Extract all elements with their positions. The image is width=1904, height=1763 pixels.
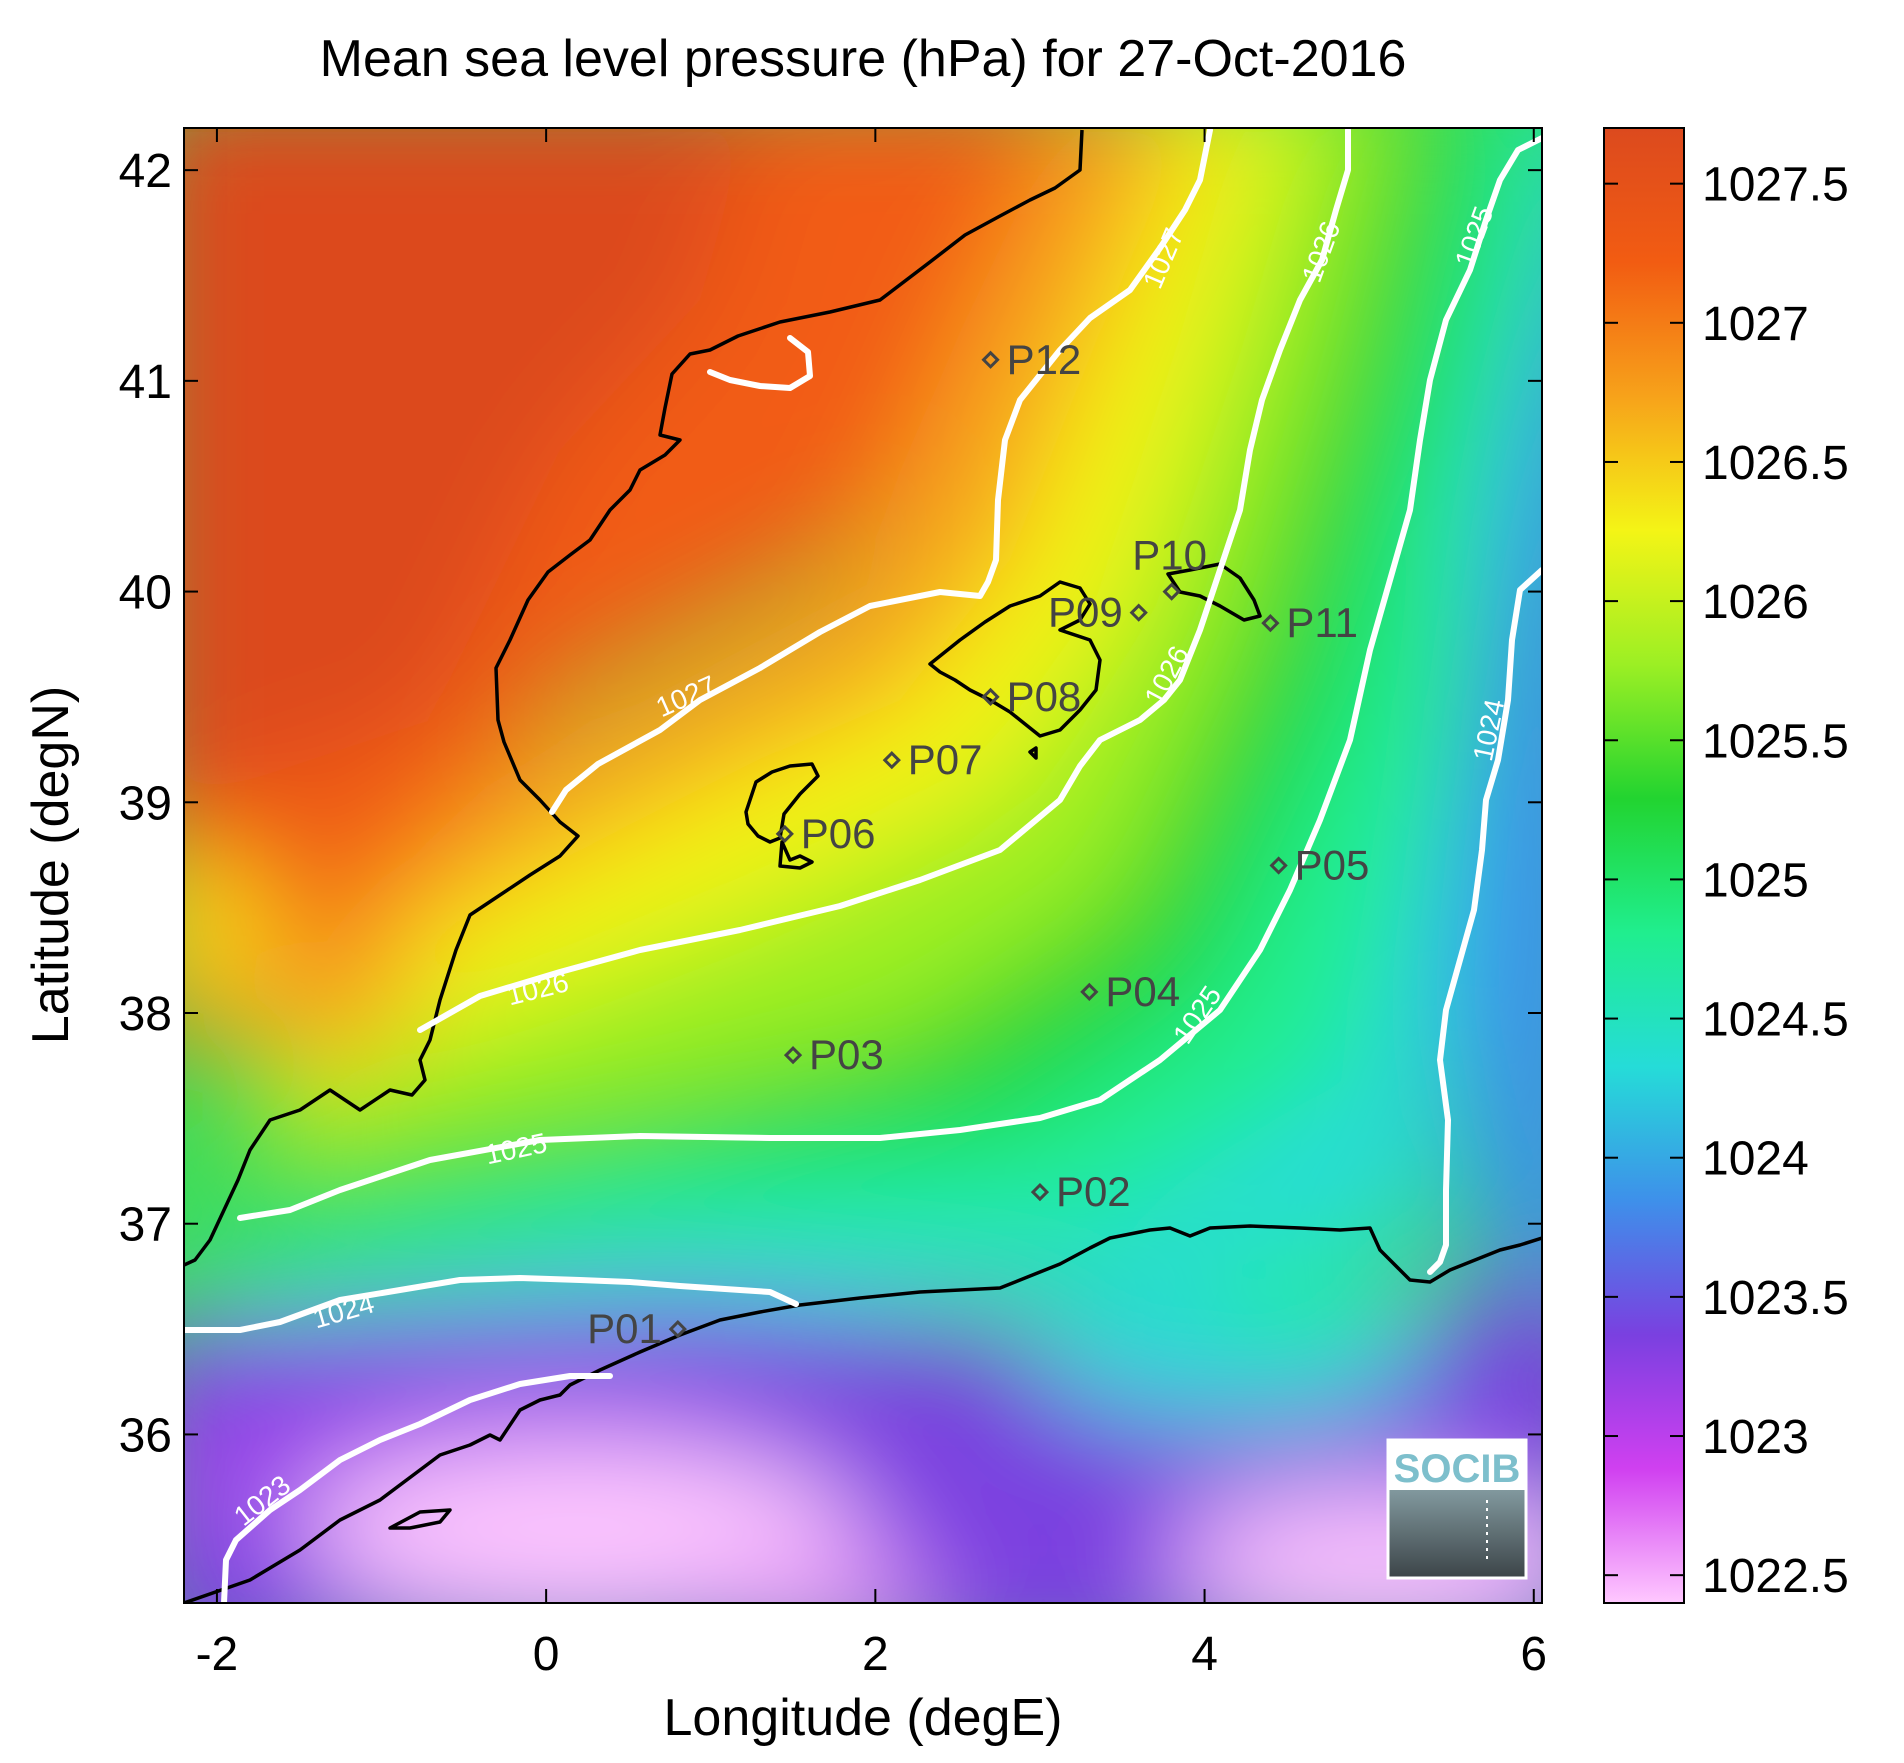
colorbar: 1027.5 1027 1026.5 1026 1025.5 1025 1024.5 1024… xyxy=(1603,127,1849,1604)
x-tick-label: 0 xyxy=(533,1628,560,1681)
station-marker xyxy=(981,350,1000,369)
station-marker xyxy=(1162,582,1181,601)
isobar-1024-east xyxy=(1427,567,1542,1275)
station-marker xyxy=(668,1319,687,1339)
x-tick-label: -2 xyxy=(196,1628,239,1681)
station-marker xyxy=(783,1046,803,1065)
station-marker xyxy=(882,751,901,770)
station-label: P05 xyxy=(1295,842,1370,889)
isobar-1027-north xyxy=(707,335,813,391)
station-label: P09 xyxy=(1048,589,1123,636)
colorbar-tick-label: 1024 xyxy=(1702,1133,1809,1186)
colorbar-tick-label: 1025.5 xyxy=(1702,715,1849,768)
y-tick-label: 41 xyxy=(119,356,172,409)
station-marker xyxy=(981,687,1000,707)
colorbar-tick-label: 1023.5 xyxy=(1702,1272,1849,1325)
pressure-field: 1027 1027 1026 1026 1026 1025 1025 1025 … xyxy=(184,128,1542,1603)
station-label: P07 xyxy=(908,736,983,783)
socib-logo-text: SOCIB xyxy=(1394,1447,1521,1491)
colorbar-scale xyxy=(1603,127,1685,1604)
colorbar-tick-label: 1026 xyxy=(1702,576,1809,629)
station-marker xyxy=(1030,1182,1050,1202)
x-tick-label: 6 xyxy=(1520,1628,1547,1681)
station-label: P06 xyxy=(801,810,876,857)
colorbar-tick-label: 1025 xyxy=(1702,854,1809,907)
y-tick-label: 38 xyxy=(119,988,172,1041)
isobar-1024-south xyxy=(184,1275,799,1333)
isobar-1023-south xyxy=(221,1373,613,1603)
station-marker xyxy=(1129,603,1148,622)
colorbar-ticks: 1027.5 1027 1026.5 1026 1025.5 1025 1024.5 1024… xyxy=(1604,159,1849,1603)
isobar-1027-main xyxy=(549,128,1213,815)
colorbar-tick-label: 1024.5 xyxy=(1702,994,1849,1047)
colorbar-tick-label: 1027.5 xyxy=(1702,159,1849,212)
y-tick-label: 36 xyxy=(119,1409,172,1462)
plot-frame xyxy=(183,127,1543,1604)
x-tick-label: 4 xyxy=(1191,1628,1218,1681)
colorbar-tick-label: 1027 xyxy=(1702,298,1809,351)
station-label: P03 xyxy=(809,1031,884,1078)
station-marker xyxy=(1261,614,1280,633)
y-tick-label: 37 xyxy=(119,1199,172,1252)
isobar-1025-east xyxy=(237,135,1542,1221)
socib-logo: SOCIB xyxy=(1386,1438,1528,1580)
y-tick-label: 40 xyxy=(119,567,172,620)
y-axis-label: Latitude (degN) xyxy=(22,686,80,1044)
station-label: P04 xyxy=(1105,968,1180,1015)
station-marker xyxy=(775,824,794,844)
x-axis-label: Longitude (degE) xyxy=(664,1689,1063,1747)
station-label: P02 xyxy=(1056,1168,1131,1215)
x-tick-label: 2 xyxy=(862,1628,889,1681)
station-marker xyxy=(1080,982,1099,1002)
x-axis: -2 0 2 4 6 xyxy=(196,128,1547,1681)
isobar-1026-east xyxy=(417,128,1351,1033)
station-label: P01 xyxy=(587,1305,662,1352)
station-label: P08 xyxy=(1007,673,1082,720)
y-axis: 42 41 40 39 38 37 36 xyxy=(119,145,1542,1462)
station-marker xyxy=(1269,856,1288,875)
colorbar-tick-label: 1023 xyxy=(1702,1411,1809,1464)
chart-title: Mean sea level pressure (hPa) for 27-Oct… xyxy=(320,30,1407,88)
y-tick-label: 39 xyxy=(119,777,172,830)
colorbar-tick-label: 1026.5 xyxy=(1702,437,1849,490)
y-tick-label: 42 xyxy=(119,145,172,198)
station-label: P11 xyxy=(1286,599,1358,646)
station-label: P12 xyxy=(1007,336,1082,383)
isobars xyxy=(184,128,1542,1603)
station-label: P10 xyxy=(1132,532,1207,579)
colorbar-tick-label: 1022.5 xyxy=(1702,1550,1849,1603)
